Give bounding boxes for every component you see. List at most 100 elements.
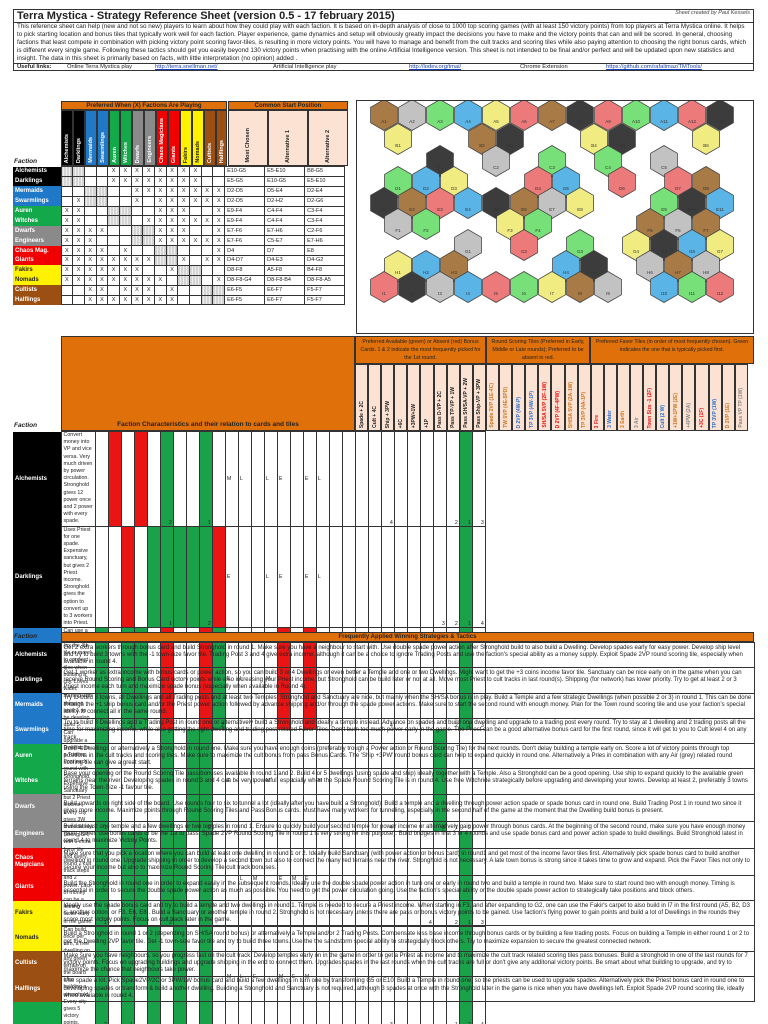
favor-cell — [354, 431, 369, 527]
preference-cell: X — [60, 225, 74, 237]
start-position: D4 — [224, 245, 266, 257]
svg-text:E1: E1 — [381, 207, 387, 212]
svg-text:H1: H1 — [395, 270, 401, 275]
hex-tile: A6 — [510, 99, 538, 131]
svg-text:G3: G3 — [577, 249, 584, 254]
hex-tile: B1 — [384, 123, 412, 155]
column-header: Engineers — [144, 110, 157, 166]
column-header-label: Alchemists — [63, 133, 70, 163]
preference-cell: X — [130, 195, 144, 207]
self-cell — [118, 215, 132, 227]
column-header-label: Pass Ship-VP + 3PW — [476, 379, 483, 428]
preference-cell: X — [118, 294, 132, 306]
svg-text:E2: E2 — [409, 207, 415, 212]
faction-label: Faction — [14, 158, 38, 165]
hex-tile: I5 — [482, 271, 510, 303]
start-position: D2-D5 — [224, 195, 266, 207]
credit: Sheet created by Paul Kessels — [675, 10, 750, 16]
svg-text:E8: E8 — [577, 207, 583, 212]
svg-text:F6: F6 — [675, 228, 681, 233]
column-header-label: +3PW+1W — [410, 403, 417, 428]
preference-cell: X — [177, 255, 191, 266]
faction-name: Witches — [13, 215, 61, 226]
start-position: F5-F7 — [304, 294, 346, 306]
start-position: D2-H2 — [264, 195, 306, 207]
preference-cell — [200, 274, 214, 286]
faction-column-headers: Alchemists Darklings Mermaids Swarmlings Aur… — [61, 110, 228, 166]
round-cell: E — [302, 525, 317, 629]
table-row: Nomads Build a Stronghold in round 1 or 2… — [13, 925, 755, 952]
preference-cell — [107, 225, 120, 237]
faction-name: Darklings — [13, 667, 61, 694]
preference-cell: X — [142, 166, 155, 177]
hex-tile: H5 — [580, 250, 608, 282]
faction-description: Uses Priest for one spade. Expensive san… — [60, 525, 96, 629]
link-url[interactable]: http://lodev.org/tmai/ — [409, 64, 462, 70]
column-header: Spade + 2C — [355, 364, 369, 431]
column-header: Fakirs — [179, 110, 192, 166]
preference-cell: X — [83, 264, 97, 276]
column-header: +3C (1F) — [695, 364, 709, 431]
preference-cell — [212, 175, 226, 187]
svg-text:D7: D7 — [675, 186, 681, 191]
column-header-label: Ship + 3PW — [384, 400, 391, 428]
favor-cell — [367, 525, 382, 629]
preference-cell — [142, 205, 155, 217]
preference-cell — [72, 294, 85, 306]
preference-cell — [107, 185, 120, 197]
preference-cell: X — [83, 274, 97, 286]
svg-text:I6: I6 — [522, 291, 526, 296]
column-header: TW 5VP (4E-5PD) — [499, 364, 513, 431]
bonus-cell — [94, 431, 109, 527]
preference-cell: X — [200, 215, 214, 227]
hex-tile: F3 — [496, 208, 524, 240]
preference-cell — [83, 175, 97, 187]
start-header: Common Start Position — [228, 101, 348, 110]
faction-name: Alchemists — [13, 166, 61, 177]
svg-text:H4: H4 — [563, 270, 569, 275]
link-name: Online Terra Mystica play — [67, 64, 132, 70]
preference-cell — [177, 245, 191, 257]
faction-name: Auren — [13, 743, 61, 769]
bonus-cell — [211, 431, 226, 527]
column-header: Auren — [108, 110, 121, 166]
preference-cell: X — [95, 274, 109, 286]
svg-text:A6: A6 — [521, 119, 527, 124]
strategies-table: Alchemists Get 2 extra workers through bo… — [13, 641, 755, 1003]
svg-text:G5: G5 — [661, 249, 668, 254]
preference-cell — [142, 264, 155, 276]
svg-text:A12: A12 — [688, 119, 697, 124]
preference-cell: X — [177, 175, 191, 187]
self-cell — [130, 225, 144, 237]
round-cell — [289, 525, 304, 629]
self-cell — [72, 166, 85, 177]
start-position: D2-E4 — [304, 185, 346, 197]
column-header: Ship + 3PW — [381, 364, 395, 431]
strategy-text: Get 2 extra workers through bonus card a… — [60, 641, 755, 669]
preference-cell — [189, 205, 202, 217]
column-header-label: Witches — [123, 141, 130, 163]
column-header-label: +3C (1F) — [698, 408, 705, 428]
svg-text:A2: A2 — [409, 119, 415, 124]
preference-cell: X — [118, 245, 132, 257]
preference-cell: X — [165, 166, 179, 177]
column-header-label: Pass TP-VP + 1W — [450, 387, 457, 428]
faction-name: Engineers — [13, 821, 61, 849]
svg-text:G1: G1 — [465, 249, 472, 254]
round-cell: L — [315, 525, 330, 629]
favor-cell — [406, 525, 421, 629]
round-cell: E — [224, 525, 239, 629]
favor-cell — [432, 431, 447, 527]
svg-text:C5: C5 — [661, 165, 667, 170]
preference-cell: X — [107, 255, 120, 266]
svg-text:G2: G2 — [521, 249, 528, 254]
hex-tile: I12 — [706, 271, 734, 303]
faction-table: Alchemists X X X X X X X X E10-G5 E5-E10 B8-G5 Darkl… — [13, 166, 346, 306]
table-row: Darklings X X X X X X X X E5-G5 E10-G5 E5-E10 — [13, 175, 346, 187]
preference-cell: X — [189, 235, 202, 247]
svg-text:A7: A7 — [549, 119, 555, 124]
start-position: D8-F8-G4 — [224, 274, 266, 286]
link-url[interactable]: http://terra.snellman.net/ — [155, 64, 218, 70]
preference-cell: X — [165, 215, 179, 227]
link-url[interactable]: https://github.com/rafalimaz/TMTools/ — [606, 64, 703, 70]
